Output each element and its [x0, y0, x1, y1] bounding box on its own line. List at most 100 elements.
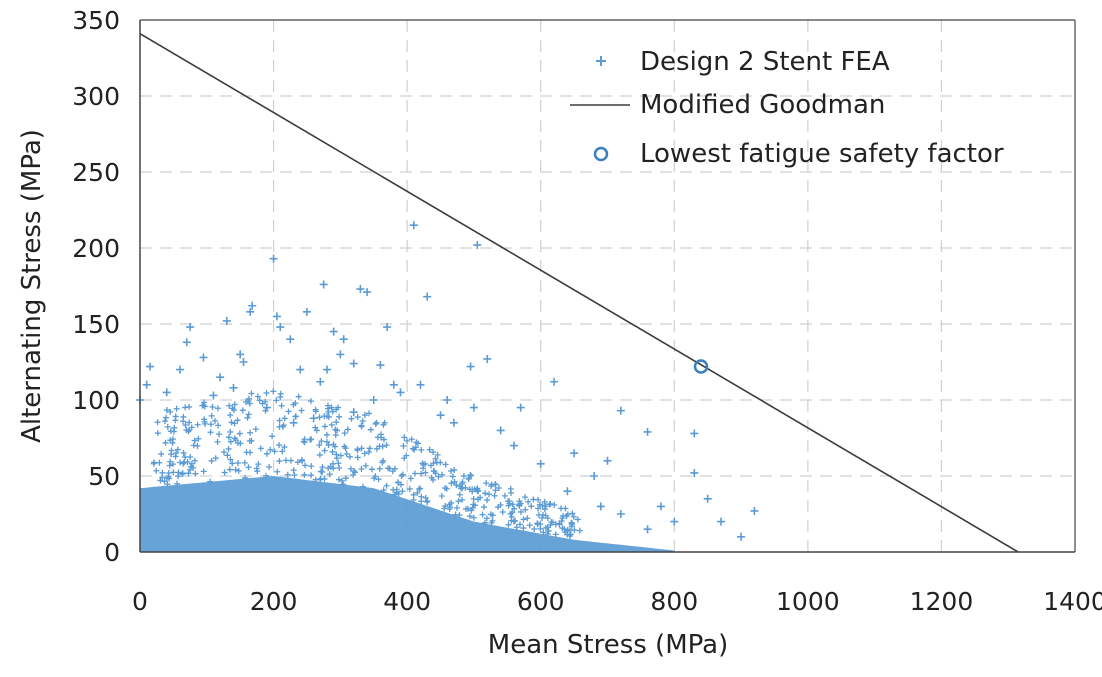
- cloud-point: [509, 509, 516, 516]
- cloud-point: [368, 466, 375, 473]
- cloud-point: [180, 460, 187, 467]
- cloud-point: [180, 418, 187, 425]
- cloud-point: [564, 526, 571, 533]
- cloud-point: [316, 442, 323, 449]
- cloud-point: [426, 446, 433, 453]
- cloud-point: [269, 433, 276, 440]
- data-point: [690, 468, 699, 477]
- cloud-point: [154, 419, 161, 426]
- data-point: [483, 354, 492, 363]
- data-point: [717, 517, 726, 526]
- cloud-point: [542, 512, 549, 519]
- cloud-point: [245, 395, 252, 402]
- data-point: [516, 403, 525, 412]
- data-point: [229, 383, 238, 392]
- cloud-point: [172, 413, 179, 420]
- cloud-point: [211, 417, 218, 424]
- cloud-point: [290, 401, 297, 408]
- cloud-point: [173, 405, 180, 412]
- cloud-point: [202, 420, 209, 427]
- cloud-point: [225, 445, 232, 452]
- data-point: [436, 411, 445, 420]
- cloud-point: [522, 506, 529, 513]
- cloud-point: [531, 525, 538, 532]
- cloud-point: [182, 421, 189, 428]
- data-point: [469, 403, 478, 412]
- cloud-point: [334, 427, 341, 434]
- cloud-point: [469, 486, 476, 493]
- cloud-point: [380, 457, 387, 464]
- cloud-point: [234, 460, 241, 467]
- cloud-point: [567, 531, 574, 538]
- cloud-point: [401, 434, 408, 441]
- cloud-point: [535, 496, 542, 503]
- cloud-point: [470, 495, 477, 502]
- cloud-point: [451, 466, 458, 473]
- cloud-point: [227, 438, 234, 445]
- cloud-point: [381, 419, 388, 426]
- cloud-point: [441, 505, 448, 512]
- cloud-point: [167, 437, 174, 444]
- cloud-point: [443, 485, 450, 492]
- data-point: [496, 426, 505, 435]
- cloud-point: [407, 475, 414, 482]
- cloud-point: [491, 492, 498, 499]
- cloud-point: [354, 454, 361, 461]
- cloud-point: [169, 436, 176, 443]
- data-point: [536, 459, 545, 468]
- cloud-point: [456, 512, 463, 519]
- data-point: [643, 427, 652, 436]
- cloud-point: [226, 466, 233, 473]
- cloud-point: [239, 407, 246, 414]
- cloud-point: [559, 515, 566, 522]
- cloud-point: [427, 462, 434, 469]
- data-point: [363, 288, 372, 297]
- grid-lines: [140, 20, 1075, 552]
- legend-plus-marker: [596, 56, 606, 66]
- cloud-point: [226, 402, 233, 409]
- cloud-point: [254, 393, 261, 400]
- data-point: [269, 254, 278, 263]
- data-point: [186, 323, 195, 332]
- cloud-point: [468, 507, 475, 514]
- cloud-point: [400, 443, 407, 450]
- cloud-point: [312, 424, 319, 431]
- cloud-point: [459, 479, 466, 486]
- cloud-point: [278, 402, 285, 409]
- cloud-point: [525, 498, 532, 505]
- cloud-point: [267, 446, 274, 453]
- cloud-point: [301, 436, 308, 443]
- data-point: [670, 517, 679, 526]
- modified-goodman-line: [139, 32, 1019, 553]
- cloud-point: [343, 450, 350, 457]
- cloud-point: [408, 436, 415, 443]
- cloud-point: [439, 471, 446, 478]
- cloud-point: [179, 470, 186, 477]
- cloud-point: [227, 456, 234, 463]
- data-point: [309, 414, 318, 423]
- cloud-point: [464, 505, 471, 512]
- cloud-point: [410, 445, 417, 452]
- cloud-point: [495, 485, 502, 492]
- cloud-point: [312, 406, 319, 413]
- cloud-point: [200, 402, 207, 409]
- cloud-point: [150, 460, 157, 467]
- cloud-point: [568, 519, 575, 526]
- cloud-point: [321, 423, 328, 430]
- cloud-point: [507, 485, 514, 492]
- cloud-point: [362, 462, 369, 469]
- cloud-point: [442, 461, 449, 468]
- cloud-point: [257, 445, 264, 452]
- cloud-point: [279, 448, 286, 455]
- cloud-point: [511, 505, 518, 512]
- cloud-point: [163, 414, 170, 421]
- cloud-point: [156, 459, 163, 466]
- cloud-point: [184, 458, 191, 465]
- cloud-point: [544, 530, 551, 537]
- cloud-point: [188, 460, 195, 467]
- cloud-point: [395, 479, 402, 486]
- data-point: [443, 396, 452, 404]
- cloud-point: [175, 469, 182, 476]
- cloud-point: [541, 498, 548, 505]
- cloud-point: [517, 508, 524, 515]
